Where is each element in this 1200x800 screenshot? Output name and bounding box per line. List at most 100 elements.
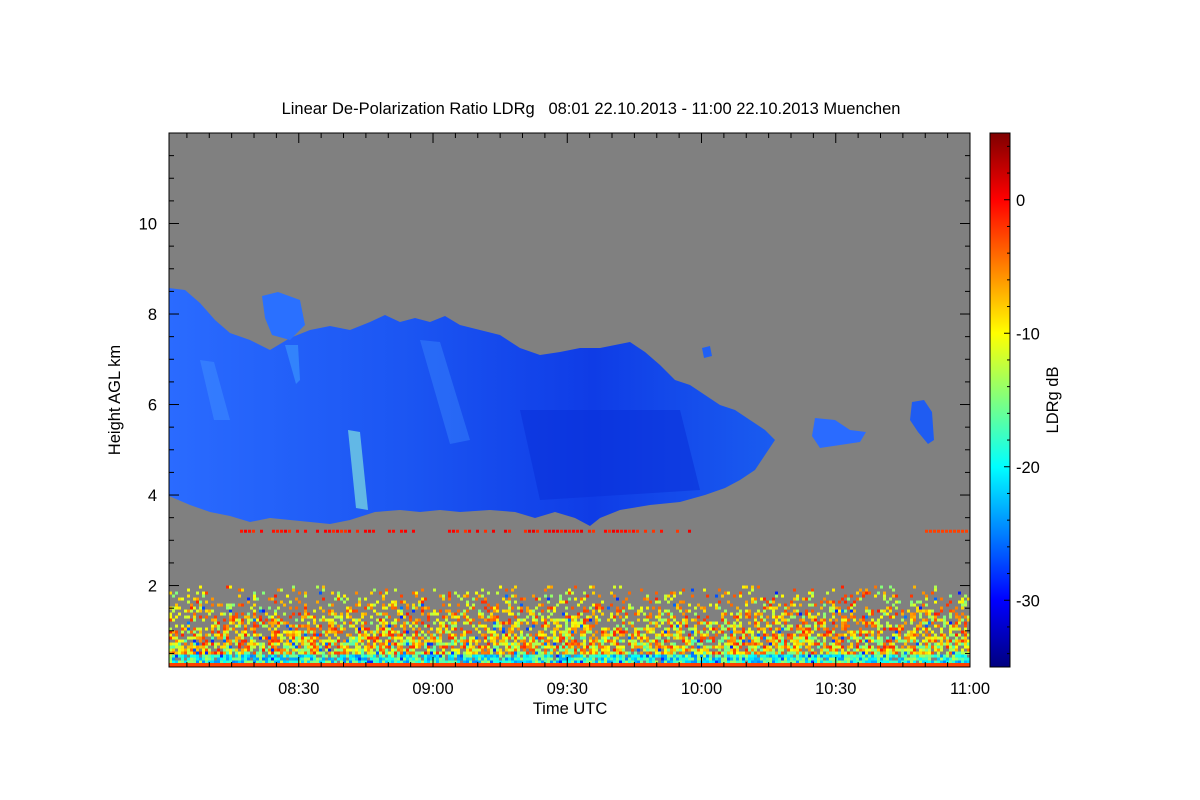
boundary-layer-pixel: [952, 648, 955, 652]
boundary-layer-pixel: [310, 657, 313, 661]
boundary-layer-pixel: [607, 654, 610, 658]
boundary-layer-pixel: [880, 639, 883, 643]
boundary-layer-pixel: [481, 612, 484, 616]
boundary-layer-pixel: [910, 636, 913, 640]
boundary-layer-pixel: [610, 639, 613, 643]
boundary-layer-pixel: [178, 654, 181, 658]
boundary-layer-pixel: [280, 621, 283, 625]
boundary-layer-pixel: [502, 630, 505, 634]
boundary-layer-pixel: [898, 636, 901, 640]
boundary-layer-pixel: [349, 633, 352, 637]
boundary-layer-pixel: [184, 609, 187, 613]
boundary-layer-pixel: [595, 639, 598, 643]
boundary-layer-pixel: [640, 660, 643, 664]
boundary-layer-pixel: [331, 651, 334, 655]
boundary-layer-pixel: [352, 624, 355, 628]
boundary-layer-pixel: [916, 609, 919, 613]
boundary-layer-pixel: [784, 609, 787, 613]
boundary-layer-pixel: [445, 630, 448, 634]
boundary-layer-pixel: [580, 618, 583, 622]
boundary-layer-pixel: [853, 603, 856, 607]
boundary-layer-pixel: [583, 624, 586, 628]
boundary-layer-pixel: [826, 645, 829, 649]
boundary-layer-pixel: [766, 651, 769, 655]
boundary-layer-pixel: [499, 627, 502, 631]
boundary-layer-pixel: [742, 657, 745, 661]
boundary-layer-pixel: [295, 654, 298, 658]
boundary-layer-pixel: [727, 624, 730, 628]
boundary-layer-pixel: [250, 636, 253, 640]
boundary-layer-pixel: [838, 660, 841, 664]
boundary-layer-pixel: [418, 651, 421, 655]
melting-layer-pixel: [400, 529, 403, 533]
boundary-layer-pixel: [796, 597, 799, 601]
boundary-layer-pixel: [844, 660, 847, 664]
boundary-layer-pixel: [790, 615, 793, 619]
boundary-layer-pixel: [316, 642, 319, 646]
boundary-layer-pixel: [481, 633, 484, 637]
y-tick-label: 4: [148, 487, 157, 505]
boundary-layer-pixel: [349, 624, 352, 628]
boundary-layer-pixel: [619, 633, 622, 637]
boundary-layer-pixel: [934, 633, 937, 637]
boundary-layer-pixel: [307, 654, 310, 658]
boundary-layer-pixel: [811, 636, 814, 640]
boundary-layer-pixel: [892, 588, 895, 592]
boundary-layer-pixel: [748, 660, 751, 664]
boundary-layer-pixel: [643, 654, 646, 658]
boundary-layer-pixel: [877, 591, 880, 595]
boundary-layer-pixel: [637, 642, 640, 646]
boundary-layer-pixel: [736, 615, 739, 619]
boundary-layer-pixel: [352, 654, 355, 658]
boundary-layer-pixel: [742, 642, 745, 646]
boundary-layer-pixel: [328, 651, 331, 655]
boundary-layer-pixel: [697, 621, 700, 625]
boundary-layer-pixel: [790, 600, 793, 604]
boundary-layer-pixel: [808, 645, 811, 649]
boundary-layer-pixel: [289, 639, 292, 643]
boundary-layer-pixel: [784, 627, 787, 631]
boundary-layer-pixel: [409, 636, 412, 640]
boundary-layer-pixel: [850, 636, 853, 640]
boundary-layer-pixel: [205, 657, 208, 661]
boundary-layer-pixel: [682, 639, 685, 643]
boundary-layer-pixel: [301, 630, 304, 634]
melting-layer-pixel: [476, 529, 479, 533]
boundary-layer-pixel: [934, 639, 937, 643]
boundary-layer-pixel: [331, 609, 334, 613]
boundary-layer-pixel: [871, 609, 874, 613]
boundary-layer-pixel: [448, 651, 451, 655]
boundary-layer-pixel: [760, 642, 763, 646]
boundary-layer-pixel: [634, 645, 637, 649]
boundary-layer-pixel: [508, 597, 511, 601]
boundary-layer-pixel: [517, 654, 520, 658]
boundary-layer-pixel: [781, 633, 784, 637]
boundary-layer-pixel: [781, 636, 784, 640]
boundary-layer-pixel: [616, 597, 619, 601]
boundary-layer-pixel: [778, 615, 781, 619]
boundary-layer-pixel: [292, 588, 295, 592]
melting-layer-pixel: [961, 529, 964, 533]
boundary-layer-pixel: [211, 654, 214, 658]
boundary-layer-pixel: [373, 660, 376, 664]
boundary-layer-pixel: [916, 657, 919, 661]
boundary-layer-pixel: [700, 621, 703, 625]
boundary-layer-pixel: [586, 624, 589, 628]
boundary-layer-pixel: [268, 636, 271, 640]
boundary-layer-pixel: [373, 636, 376, 640]
boundary-layer-pixel: [175, 624, 178, 628]
boundary-layer-pixel: [412, 651, 415, 655]
boundary-layer-pixel: [535, 606, 538, 610]
boundary-layer-pixel: [244, 627, 247, 631]
boundary-layer-pixel: [364, 630, 367, 634]
boundary-layer-pixel: [514, 654, 517, 658]
boundary-layer-pixel: [535, 636, 538, 640]
boundary-layer-pixel: [346, 633, 349, 637]
boundary-layer-pixel: [196, 627, 199, 631]
boundary-layer-pixel: [373, 633, 376, 637]
boundary-layer-pixel: [685, 618, 688, 622]
boundary-layer-pixel: [610, 654, 613, 658]
boundary-layer-pixel: [583, 642, 586, 646]
boundary-layer-pixel: [877, 642, 880, 646]
colorbar-tick-label: -10: [1016, 325, 1040, 343]
